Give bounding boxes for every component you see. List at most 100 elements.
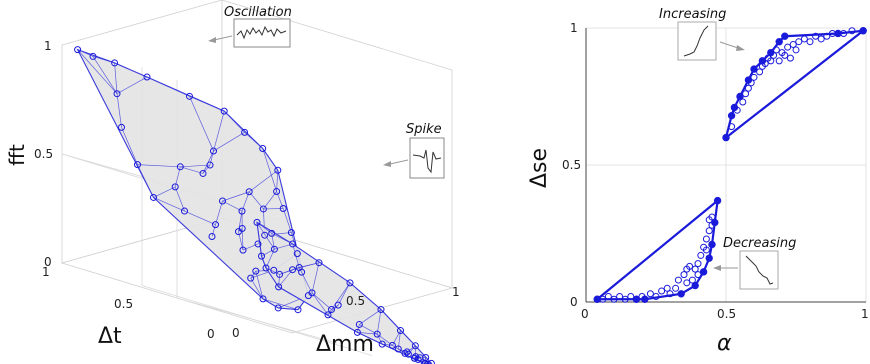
hull-edge: [92, 56, 115, 64]
x-axis-label: Δt: [98, 324, 122, 349]
data-point-oscillation: [254, 240, 262, 248]
dse-tick-0-5: 0.5: [562, 158, 581, 172]
data-point-spike: [270, 245, 278, 253]
hull-edge: [380, 309, 401, 331]
data-point-oscillation: [293, 250, 301, 258]
hull-edge: [244, 132, 263, 149]
hull-edge: [222, 191, 250, 202]
increasing-arrowhead: [736, 45, 745, 51]
hull-edge: [278, 274, 280, 287]
data-point-increasing: [739, 98, 747, 106]
data-point-spike: [289, 240, 297, 248]
hull-edge: [77, 49, 118, 94]
dse-tick-0: 0: [570, 295, 578, 309]
data-point-decreasing: [621, 295, 629, 303]
annotation-oscillation: Oscillation: [224, 5, 292, 20]
data-point-spike: [258, 252, 265, 260]
hull-edge: [311, 292, 332, 310]
data-point-spike: [404, 350, 412, 358]
hull-vertex-increasing: [727, 111, 736, 120]
decreasing-inset: [739, 250, 779, 290]
z-tick-1: 1: [44, 39, 52, 53]
hull-edge: [262, 148, 279, 171]
data-point-decreasing: [683, 279, 691, 287]
data-point-spike: [394, 345, 402, 353]
y-tick-0: 0: [232, 326, 240, 340]
data-point-oscillation: [210, 147, 217, 155]
increasing-arrow: [719, 41, 739, 49]
data-point-increasing: [781, 51, 789, 59]
data-point-oscillation: [171, 183, 179, 191]
data-point-decreasing: [663, 284, 671, 292]
hull-edge: [263, 191, 277, 210]
data-point-decreasing: [686, 262, 694, 270]
data-point-oscillation: [235, 228, 242, 236]
increasing-signal-icon: [683, 25, 709, 57]
data-point-increasing: [828, 29, 836, 37]
data-point-decreasing: [666, 290, 674, 298]
hull-edge: [223, 110, 245, 133]
data-point-decreasing: [691, 265, 699, 273]
data-point-increasing: [775, 57, 783, 65]
hull-edge: [92, 56, 118, 94]
hull-edge: [298, 267, 313, 294]
hull-edge: [271, 233, 293, 245]
hull-edge: [261, 248, 275, 257]
hull-edge: [278, 269, 293, 288]
hull-edge: [248, 169, 279, 193]
z-tick-0-5: 0.5: [34, 147, 53, 161]
hull-vertex-decreasing: [677, 290, 685, 298]
hull-edge: [238, 228, 243, 232]
data-point-oscillation: [273, 187, 281, 195]
hull-edge: [153, 197, 185, 212]
hull-edge: [414, 356, 416, 359]
hull-edge: [376, 333, 383, 345]
hull-edge: [222, 200, 243, 212]
data-point-oscillation: [150, 193, 157, 201]
data-point-spike: [411, 354, 419, 362]
data-point-oscillation: [259, 205, 267, 213]
data-point-oscillation: [287, 229, 295, 236]
data-point-spike: [411, 342, 419, 350]
hull-edge: [180, 166, 204, 174]
data-point-decreasing: [627, 293, 635, 301]
points-3d: [74, 46, 435, 364]
hull-vertex-decreasing: [705, 254, 713, 262]
data-point-spike: [353, 328, 361, 336]
data-point-oscillation: [111, 59, 119, 67]
decreasing-signal-icon: [745, 255, 774, 285]
alpha-axis-label: α: [717, 331, 732, 356]
hull-edge: [114, 62, 118, 94]
data-point-increasing: [792, 46, 800, 54]
oscillation-signal-icon: [236, 25, 287, 40]
hull-edge: [276, 170, 279, 192]
data-point-increasing: [806, 38, 814, 46]
hull-vertex-decreasing: [699, 268, 708, 276]
data-point-increasing: [823, 32, 831, 40]
data-point-oscillation: [181, 207, 188, 215]
hull-edge: [292, 243, 300, 268]
data-point-oscillation: [199, 169, 207, 177]
hull-edge: [209, 150, 214, 166]
data-point-oscillation: [118, 123, 125, 131]
hull-vertex-increasing: [722, 133, 730, 142]
oscillation-arrow: [213, 35, 233, 41]
data-point-decreasing: [708, 221, 716, 229]
alpha-tick-0-5: 0.5: [717, 307, 736, 321]
data-point-decreasing: [680, 271, 688, 279]
data-point-spike: [268, 229, 276, 237]
data-point-spike: [334, 301, 342, 309]
data-point-increasing: [733, 106, 741, 114]
hull-edge: [282, 208, 292, 233]
increasing-inset: [677, 21, 717, 61]
data-point-increasing: [764, 54, 772, 62]
hull-vertex-increasing: [859, 27, 867, 35]
hull-edge: [202, 164, 211, 174]
hull-vertex-increasing: [781, 32, 789, 40]
data-point-oscillation: [143, 73, 151, 81]
annotation-decreasing: Decreasing: [723, 236, 796, 251]
data-point-decreasing: [697, 251, 705, 259]
data-point-spike: [308, 289, 316, 297]
hull-edge: [359, 309, 382, 325]
data-point-oscillation: [247, 274, 255, 282]
